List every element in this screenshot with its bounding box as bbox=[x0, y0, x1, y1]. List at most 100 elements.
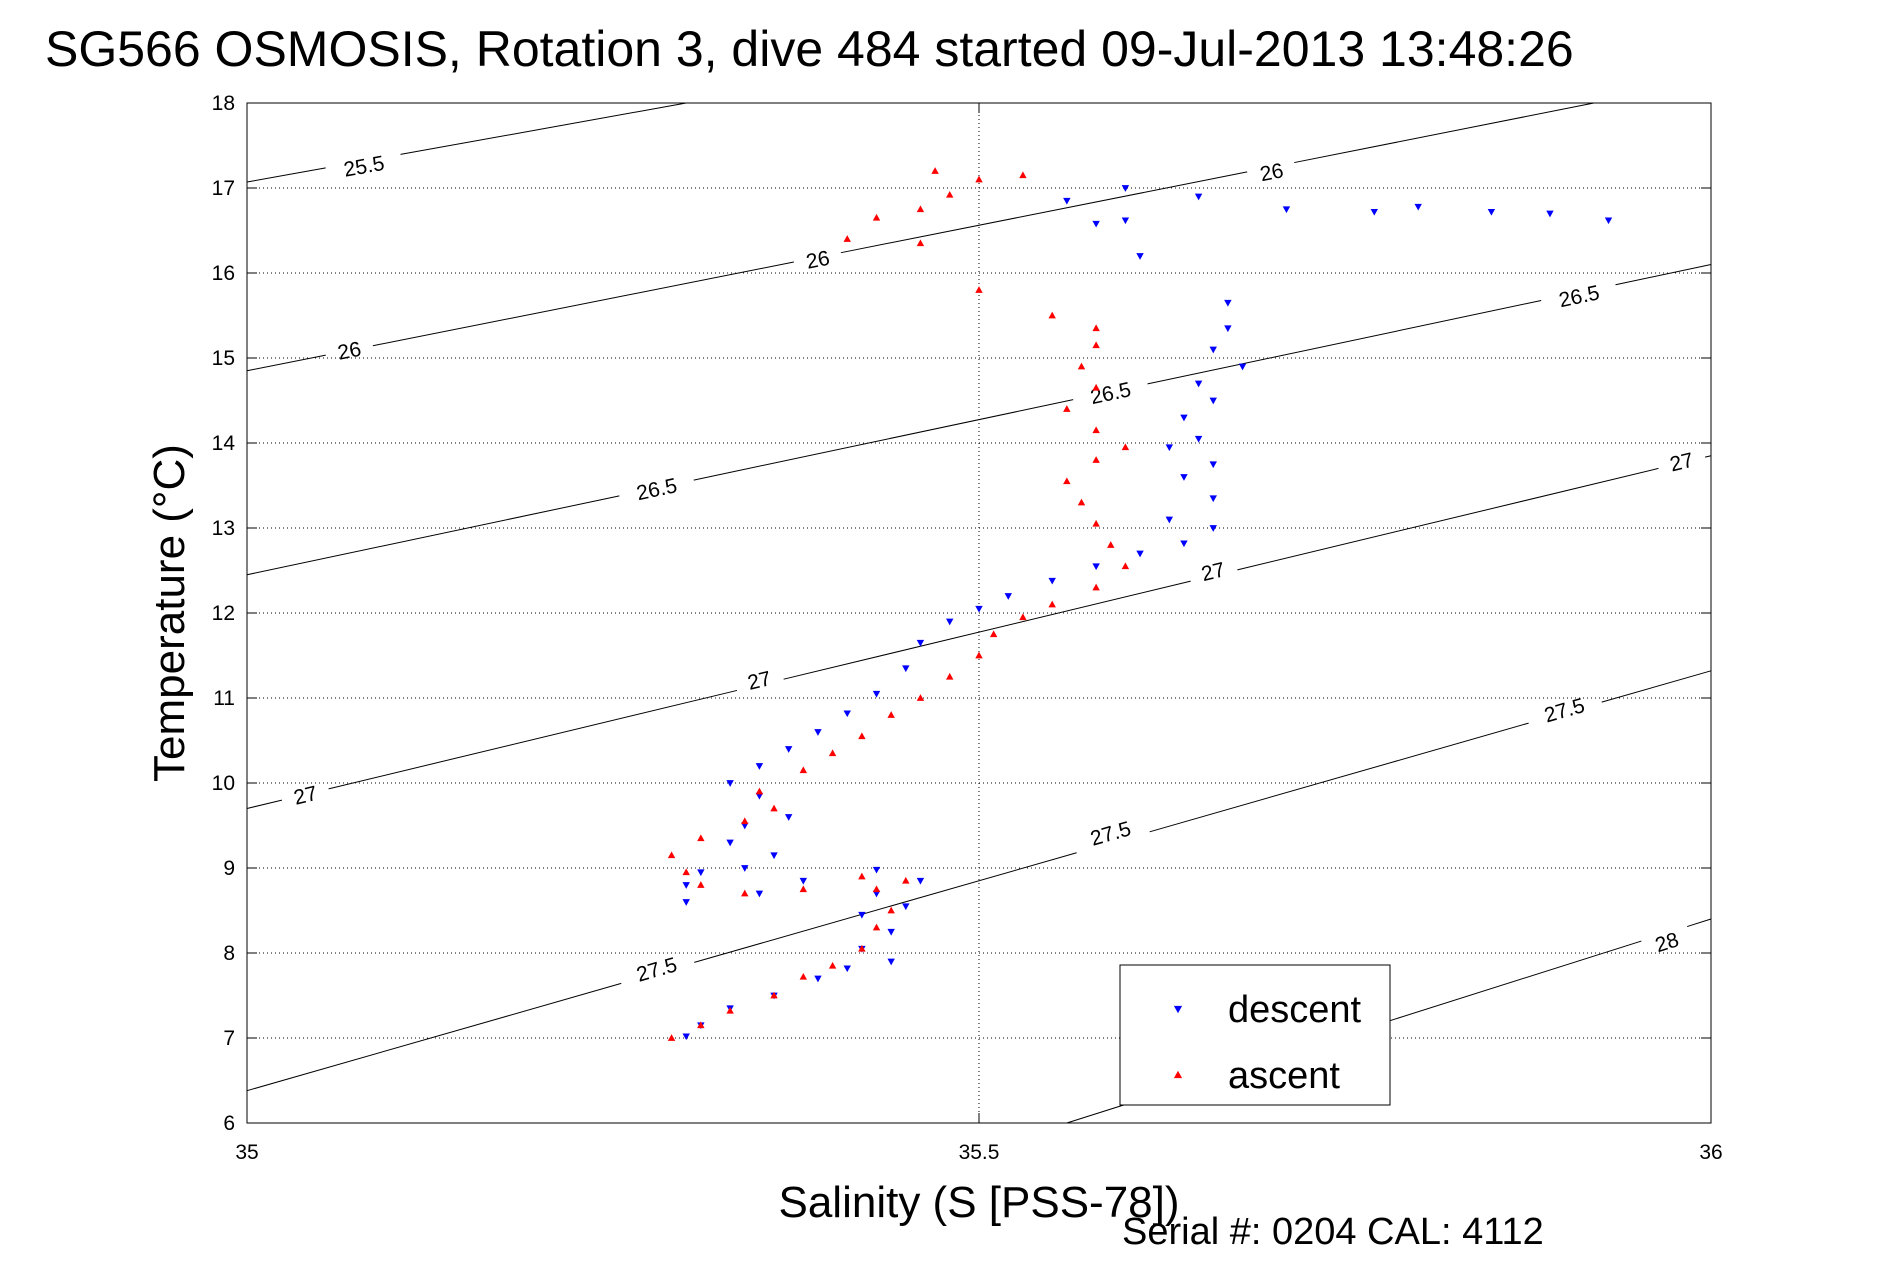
data-point-descent bbox=[858, 911, 866, 919]
legend-marker-descent bbox=[1173, 1005, 1183, 1014]
data-point-ascent bbox=[1048, 311, 1056, 319]
contour-line-26 bbox=[1294, 102, 1594, 164]
data-point-ascent bbox=[916, 205, 925, 213]
y-tick-label: 11 bbox=[213, 687, 235, 710]
data-point-descent bbox=[1414, 203, 1422, 211]
data-point-descent bbox=[1194, 435, 1203, 443]
data-series bbox=[667, 167, 1613, 1041]
data-point-descent bbox=[755, 890, 764, 898]
data-point-ascent bbox=[975, 175, 983, 183]
contour-label-26: 26 bbox=[336, 338, 363, 365]
data-point-descent bbox=[799, 877, 808, 885]
data-point-ascent bbox=[872, 213, 881, 221]
data-point-descent bbox=[1121, 217, 1130, 225]
data-point-descent bbox=[843, 710, 851, 718]
data-point-ascent bbox=[916, 239, 925, 247]
data-point-ascent bbox=[828, 749, 837, 757]
data-point-descent bbox=[872, 866, 881, 874]
data-point-descent bbox=[1136, 253, 1144, 260]
contour-label-26: 26 bbox=[804, 247, 831, 274]
data-point-ascent bbox=[872, 885, 881, 893]
data-point-ascent bbox=[902, 876, 910, 884]
data-point-descent bbox=[1604, 217, 1613, 225]
data-point-descent bbox=[1194, 380, 1203, 388]
y-tick-label: 12 bbox=[212, 602, 235, 625]
y-axis-label: Temperature (°C) bbox=[145, 444, 194, 782]
data-point-descent bbox=[1165, 516, 1174, 524]
data-point-descent bbox=[843, 965, 851, 973]
data-point-ascent bbox=[1077, 362, 1086, 370]
contour-label-26: 26 bbox=[1258, 159, 1285, 186]
data-point-ascent bbox=[975, 286, 983, 293]
y-tick-label: 17 bbox=[212, 177, 235, 200]
y-tick-label: 14 bbox=[212, 432, 236, 455]
serial-cal-footer: Serial #: 0204 CAL: 4112 bbox=[1122, 1211, 1544, 1253]
contour-line-27-5 bbox=[1601, 670, 1712, 703]
y-tick-label: 6 bbox=[223, 1112, 235, 1135]
data-point-descent bbox=[1136, 550, 1144, 558]
legend-marker-ascent bbox=[1173, 1070, 1183, 1079]
legend-label-descent: descent bbox=[1228, 989, 1362, 1031]
data-point-ascent bbox=[858, 732, 866, 740]
data-point-descent bbox=[682, 1033, 690, 1041]
data-point-ascent bbox=[872, 923, 881, 931]
data-point-descent bbox=[975, 605, 983, 613]
y-tick-label: 7 bbox=[223, 1027, 235, 1050]
data-point-descent bbox=[916, 877, 925, 885]
series-descent bbox=[682, 185, 1613, 1041]
data-point-descent bbox=[1092, 220, 1100, 228]
y-tick-label: 18 bbox=[212, 92, 235, 115]
grid-lines bbox=[247, 103, 1711, 1123]
data-point-ascent bbox=[1092, 383, 1100, 391]
contour-line-25-5 bbox=[246, 167, 326, 183]
contour-label-27: 27 bbox=[1199, 558, 1227, 586]
data-point-descent bbox=[1180, 474, 1188, 481]
data-point-ascent bbox=[741, 889, 749, 897]
data-point-ascent bbox=[1092, 583, 1100, 591]
data-point-descent bbox=[1238, 363, 1247, 371]
contour-line-26 bbox=[246, 354, 326, 372]
contour-line-26-5 bbox=[693, 399, 1074, 481]
x-tick-label: 35.5 bbox=[959, 1141, 1000, 1164]
data-point-ascent bbox=[858, 944, 866, 952]
data-point-descent bbox=[1004, 593, 1012, 600]
contour-line-26-5 bbox=[1615, 264, 1712, 286]
data-point-descent bbox=[1180, 414, 1188, 422]
data-point-ascent bbox=[887, 906, 895, 914]
y-tick-label: 8 bbox=[223, 942, 235, 965]
data-point-descent bbox=[682, 882, 690, 889]
data-point-ascent bbox=[843, 235, 851, 242]
legend-marker-ascent bbox=[1173, 1070, 1183, 1079]
data-point-descent bbox=[1194, 193, 1203, 201]
data-point-ascent bbox=[1092, 426, 1100, 434]
contour-line-26 bbox=[840, 171, 1248, 254]
contour-line-27-5 bbox=[246, 982, 622, 1092]
data-point-ascent bbox=[1019, 171, 1027, 179]
data-point-ascent bbox=[989, 630, 998, 638]
legend: descent ascent bbox=[1119, 964, 1391, 1106]
data-point-ascent bbox=[799, 972, 808, 980]
data-point-ascent bbox=[1063, 477, 1071, 485]
series-ascent bbox=[667, 167, 1130, 1041]
contour-line-27-5 bbox=[1149, 722, 1529, 833]
data-point-ascent bbox=[1077, 498, 1086, 506]
chart-title: SG566 OSMOSIS, Rotation 3, dive 484 star… bbox=[45, 21, 1574, 77]
data-point-descent bbox=[1209, 397, 1217, 405]
data-point-ascent bbox=[799, 885, 808, 893]
data-point-ascent bbox=[667, 1034, 676, 1041]
data-point-ascent bbox=[697, 1021, 705, 1029]
data-point-ascent bbox=[1019, 613, 1027, 621]
data-point-ascent bbox=[770, 991, 778, 999]
contour-label-27: 27 bbox=[745, 667, 773, 695]
y-tick-label: 13 bbox=[212, 517, 235, 540]
data-point-descent bbox=[682, 899, 690, 906]
contour-line-25-5 bbox=[400, 102, 687, 155]
contour-line-26-5 bbox=[1147, 299, 1542, 385]
data-point-descent bbox=[1092, 563, 1100, 571]
data-point-ascent bbox=[1092, 341, 1100, 349]
data-point-ascent bbox=[1092, 456, 1100, 463]
y-tick-label: 10 bbox=[212, 772, 235, 795]
data-point-descent bbox=[1180, 540, 1188, 548]
data-point-descent bbox=[946, 618, 954, 626]
